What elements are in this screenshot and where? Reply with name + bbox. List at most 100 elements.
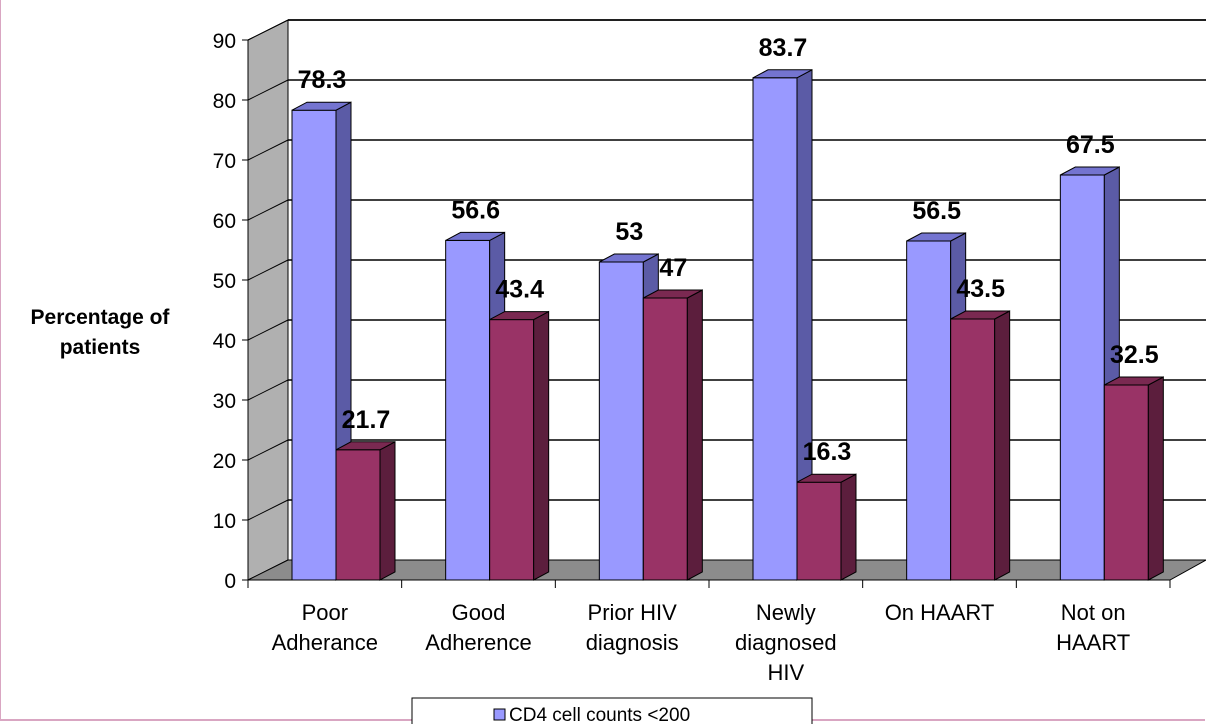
bar-s2-3 [642, 289, 703, 581]
bar-top [643, 289, 703, 299]
bar-front [335, 449, 381, 581]
bar-top [599, 253, 659, 263]
category-label-line: Not on [1061, 600, 1126, 625]
value-label-s2: 32.5 [1110, 341, 1159, 369]
category-label-line: Poor [302, 600, 348, 625]
category-label-line: HAART [1056, 630, 1130, 655]
grid-line-side [247, 499, 289, 521]
category-label-line: Good [452, 600, 506, 625]
bar-front [489, 319, 535, 581]
bar-top [445, 231, 505, 241]
bar-front [796, 481, 842, 581]
grid-line-side [247, 139, 289, 161]
y-axis: 0 10 20 30 40 50 60 70 80 90 [213, 30, 1171, 593]
y-tick-label: 50 [213, 270, 236, 293]
value-label-s1: 83.7 [759, 34, 808, 62]
bar-front [1059, 174, 1105, 581]
category-label-line: diagnosed [735, 630, 837, 655]
value-label-s1: 78.3 [298, 66, 347, 94]
category-label-line: diagnosis [586, 630, 679, 655]
category-label-line: Newly [756, 600, 816, 625]
bar-top [335, 441, 396, 451]
y-tick-label: 0 [224, 570, 236, 593]
bar-top [752, 69, 813, 79]
bar-top [796, 473, 857, 483]
y-tick-label: 90 [213, 30, 236, 53]
bar-front [1103, 384, 1149, 581]
grid-line-side [247, 199, 289, 221]
value-label-s1: 53 [615, 218, 643, 246]
value-label-s2: 16.3 [803, 438, 852, 466]
bar-side [1147, 376, 1164, 581]
category-label: Good Adherence [425, 600, 531, 655]
bar-side [994, 310, 1011, 581]
category-label-line: Adherence [425, 630, 531, 655]
category-label-line: On HAART [885, 600, 995, 625]
bar-front [598, 261, 644, 581]
grid-lines [247, 19, 1206, 521]
y-axis-title: Percentage of patients [31, 306, 171, 359]
legend: CD4 cell counts <200 [411, 697, 813, 724]
category-label-line: Adherance [272, 630, 378, 655]
bar-s2-6 [1103, 376, 1164, 581]
bar-side [379, 440, 396, 581]
grid-line-side [247, 319, 289, 341]
bar-s2-5 [950, 310, 1011, 581]
bar-s2-1 [335, 440, 396, 581]
bar-top [1104, 376, 1164, 386]
bar-front [906, 240, 952, 581]
bar-top [906, 232, 966, 242]
y-tick-label: 40 [213, 330, 236, 353]
bar-s2-4 [796, 473, 857, 581]
grid-line-side [247, 259, 289, 281]
x-axis-labels: Poor Adherance Good Adherence Prior HIV diagn… [272, 600, 1131, 685]
bar-top [1060, 166, 1120, 176]
bar-front [291, 109, 337, 581]
y-tick-label: 30 [213, 390, 236, 413]
grid-line-side [247, 439, 289, 461]
category-label-line: HIV [767, 660, 804, 685]
value-label-s2: 43.5 [956, 275, 1005, 303]
value-labels: 78.3 21.7 56.6 43.4 53 47 83.7 16.3 56.5 43.5 67.5… [298, 34, 1159, 466]
bar-side [533, 310, 550, 581]
value-label-s2: 43.4 [495, 276, 544, 304]
y-tick-label: 10 [213, 510, 236, 533]
grid-line-side [247, 79, 289, 101]
bar-front [950, 318, 996, 581]
legend-box [411, 697, 813, 724]
y-axis-title-line: patients [60, 336, 141, 359]
value-label-s1: 56.5 [912, 197, 961, 225]
category-label: Prior HIV diagnosis [586, 600, 679, 655]
bars [291, 68, 1164, 581]
bar-side [686, 289, 703, 581]
category-label: On HAART [885, 600, 995, 625]
y-axis-title-line: Percentage of [31, 306, 171, 329]
grid-line-side [247, 379, 289, 401]
legend-entry-s1: CD4 cell counts <200 [509, 705, 690, 724]
value-label-s2: 47 [659, 254, 687, 282]
category-label: Not on HAART [1056, 600, 1130, 655]
legend-swatch-s1 [493, 708, 506, 721]
category-label-line: Prior HIV [588, 600, 678, 625]
value-label-s1: 56.6 [451, 196, 500, 224]
bar-front [642, 297, 688, 581]
bar-top [950, 310, 1010, 320]
bar-front [445, 239, 491, 581]
bar-front [752, 77, 798, 581]
value-label-s2: 21.7 [342, 406, 391, 434]
y-tick-label: 60 [213, 210, 236, 233]
bar-side [840, 473, 857, 581]
bar-top [291, 101, 352, 111]
bar-s1-4 [752, 68, 813, 581]
y-tick-label: 20 [213, 450, 236, 473]
grid-line-side [247, 19, 289, 41]
value-label-s1: 67.5 [1066, 131, 1115, 159]
bar-s2-2 [489, 310, 550, 581]
bar-top [489, 311, 549, 321]
category-label: Poor Adherance [272, 600, 378, 655]
side-wall [247, 19, 289, 581]
category-label: Newly diagnosed HIV [735, 600, 837, 685]
y-tick-label: 70 [213, 150, 236, 173]
y-tick-label: 80 [213, 90, 236, 113]
